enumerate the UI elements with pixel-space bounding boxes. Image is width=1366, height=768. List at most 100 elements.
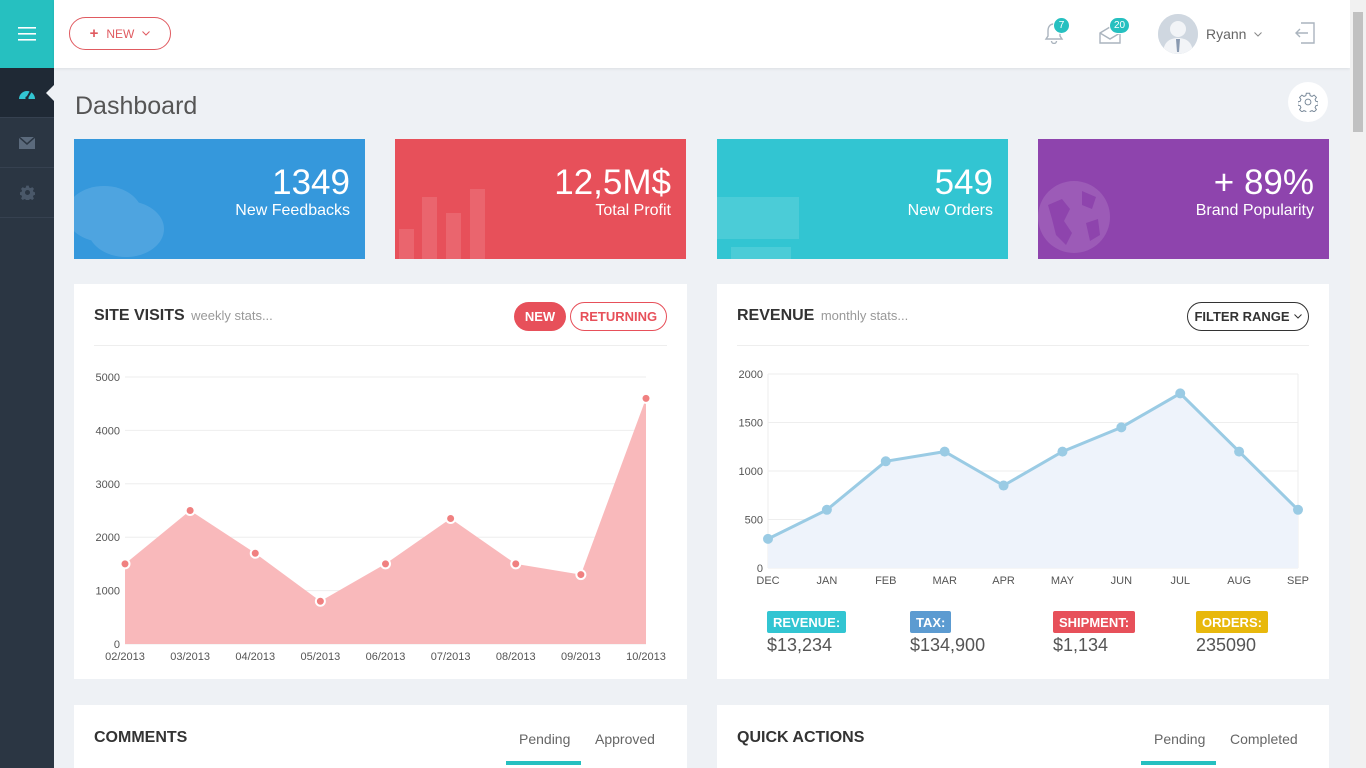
stat-value: 12,5M$ [554,163,671,202]
stat-tile-orders[interactable]: 549 New Orders [717,139,1008,259]
summary-revenue-label: REVENUE: [767,611,847,633]
notifications-button[interactable]: 7 [1044,17,1070,49]
y-tick-label: 2000 [739,369,763,381]
y-tick-label: 1000 [739,466,763,478]
sidebar-item-settings[interactable] [0,168,54,218]
x-tick-label: 08/2013 [496,651,536,663]
data-point [1057,446,1068,457]
x-tick-label: 04/2013 [235,651,275,663]
data-point [998,480,1009,491]
card-title: COMMENTS [94,729,188,746]
messages-badge: 20 [1109,17,1131,34]
gear-icon [19,185,35,200]
x-tick-label: 02/2013 [105,651,145,663]
data-point [763,533,773,544]
x-tick-label: SEP [1287,575,1309,587]
dashboard-icon [19,90,35,100]
y-tick-label: 1500 [739,418,763,430]
y-tick-label: 5000 [96,372,120,384]
filter-range-button[interactable]: FILTER RANGE [1187,302,1309,331]
stat-tile-feedbacks[interactable]: 1349 New Feedbacks [74,139,365,259]
card-subtitle: weekly stats... [191,308,273,323]
divider [737,345,1309,346]
y-tick-label: 0 [114,639,120,651]
data-point [1116,422,1127,433]
data-point [314,595,326,607]
top-navbar: + NEW 7 20 Ryann [54,0,1350,68]
stat-label: Total Profit [595,202,671,219]
card-subtitle: monthly stats... [820,308,909,323]
active-tab-indicator [506,761,581,765]
stat-value: 549 [934,163,993,202]
x-tick-label: 03/2013 [170,651,210,663]
tab-actions-pending[interactable]: Pending [1154,731,1206,747]
sidebar-item-mail[interactable] [0,118,54,168]
messages-button[interactable]: 20 [1099,17,1131,49]
x-tick-label: MAY [1051,575,1075,587]
summary-revenue-value: $13,234 [767,635,833,655]
quick-actions-card: QUICK ACTIONS [717,705,1329,768]
tab-comments-pending[interactable]: Pending [519,731,571,747]
new-button[interactable]: + NEW [69,17,171,50]
x-tick-label: 05/2013 [300,651,340,663]
x-tick-label: MAR [932,575,957,587]
tab-comments-approved[interactable]: Approved [595,731,655,747]
data-point [640,392,652,404]
chevron-down-icon [1254,31,1263,37]
revenue-chart: 0 500 1000 1500 2000 DEC JAN FEB MAR APR MAY JUN JUL… [739,369,1309,587]
x-tick-label: 09/2013 [561,651,601,663]
sidebar-item-dashboard[interactable] [0,68,54,118]
data-point [249,547,261,559]
x-tick-label: AUG [1227,575,1251,587]
logout-icon [1295,22,1315,44]
tab-actions-completed[interactable]: Completed [1230,731,1298,747]
plus-icon: + [89,25,99,42]
scrollbar-thumb[interactable] [1353,12,1363,132]
globe-icon [1038,181,1110,253]
data-point [184,505,196,516]
envelope-icon [19,136,35,149]
data-point [1293,504,1303,515]
stat-value: 1349 [272,163,350,202]
card-title: QUICK ACTIONS [737,729,865,746]
x-tick-label: JAN [816,575,837,587]
user-menu[interactable]: Ryann [1158,14,1263,54]
new-visits-button[interactable]: NEW [514,302,566,331]
page-scrollbar[interactable] [1350,0,1366,768]
user-name: Ryann [1206,26,1247,42]
stat-label: New Feedbacks [235,202,350,219]
card-title: SITE VISITS weekly stats... [94,307,273,324]
bar-chart-icon [399,189,485,259]
stat-label: New Orders [907,202,993,219]
data-point [1234,446,1245,457]
page-title: Dashboard [75,92,198,120]
gear-icon [1298,92,1318,112]
stat-tile-popularity[interactable]: + 89% Brand Popularity [1038,139,1329,259]
x-tick-label: FEB [875,575,896,587]
x-tick-label: 10/2013 [626,651,666,663]
summary-orders-value: 235090 [1196,635,1257,655]
x-tick-label: JUN [1111,575,1132,587]
new-button-label: NEW [106,26,135,41]
summary-tax-value: $134,900 [910,635,986,655]
data-point [575,569,587,581]
y-tick-label: 2000 [96,532,120,544]
summary-tax-label: TAX: [910,611,952,633]
x-tick-label: 06/2013 [366,651,406,663]
returning-visits-button[interactable]: RETURNING [570,302,667,331]
summary-orders-label: ORDERS: [1196,611,1268,633]
page-settings-button[interactable] [1288,82,1328,122]
x-tick-label: JUL [1170,575,1190,587]
series-area [125,398,646,644]
data-point [1175,388,1186,399]
envelope-open-icon [1099,26,1121,44]
logout-button[interactable] [1295,22,1315,49]
data-point [880,456,891,467]
menu-toggle-button[interactable] [0,0,54,68]
site-visits-chart: 0 1000 2000 3000 4000 5000 02/2013 03/2013 04/20… [96,372,666,663]
stat-tile-profit[interactable]: 12,5M$ Total Profit [395,139,686,259]
data-point [510,558,522,570]
comments-icon [74,186,164,257]
stat-label: Brand Popularity [1195,202,1314,219]
avatar [1158,14,1198,54]
